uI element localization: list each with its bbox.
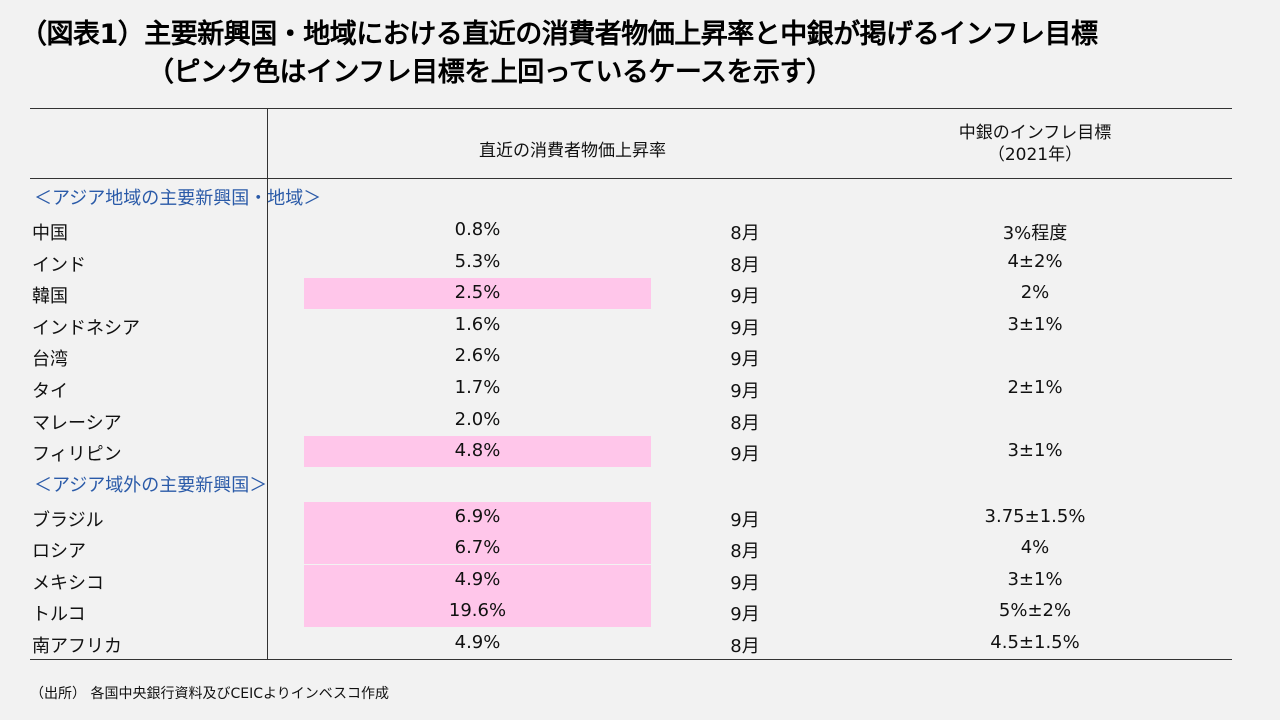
- cpi-month: 9月: [730, 318, 760, 339]
- cpi-value: 19.6%: [448, 600, 507, 621]
- table-row: インド 5.3% 8月 4±2%: [30, 247, 1232, 278]
- cpi-value: 4.8%: [454, 440, 501, 461]
- title-line-1: （図表1）主要新興国・地域における直近の消費者物価上昇率と中銀が掲げるインフレ目…: [20, 19, 1098, 50]
- table-row: 中国 0.8% 8月 3%程度: [30, 215, 1232, 246]
- header-target-line-2: （2021年）: [987, 145, 1083, 165]
- table-row: 台湾 2.6% 9月: [30, 341, 1232, 372]
- inflation-target: 3.75±1.5%: [984, 506, 1086, 527]
- table-row: タイ 1.7% 9月 2±1%: [30, 373, 1232, 404]
- table-row: ブラジル 6.9% 9月 3.75±1.5%: [30, 502, 1232, 533]
- cpi-month: 8月: [730, 541, 760, 562]
- cpi-month: 8月: [730, 255, 760, 276]
- cpi-value: 0.8%: [454, 219, 501, 240]
- country-name: マレーシア: [32, 413, 122, 434]
- table-row: メキシコ 4.9% 9月 3±1%: [30, 565, 1232, 596]
- country-name: 台湾: [32, 349, 68, 370]
- cpi-month: 8月: [730, 413, 760, 434]
- cpi-value: 6.9%: [454, 506, 501, 527]
- table-row: 南アフリカ 4.9% 8月 4.5±1.5%: [30, 628, 1232, 659]
- cpi-value: 1.7%: [454, 377, 501, 398]
- header-target: 中銀のインフレ目標 （2021年）: [885, 122, 1185, 166]
- inflation-target: 4±2%: [1007, 251, 1063, 272]
- inflation-target: 2±1%: [1007, 377, 1063, 398]
- table-bottom-rule: [30, 659, 1232, 660]
- cpi-month: 8月: [730, 223, 760, 244]
- table-top-rule: [30, 108, 1232, 109]
- country-name: メキシコ: [32, 573, 104, 594]
- inflation-target: 4.5±1.5%: [990, 632, 1080, 653]
- table-row: トルコ 19.6% 9月 5%±2%: [30, 596, 1232, 627]
- inflation-target: 3%程度: [1002, 223, 1068, 244]
- exceeds-target-highlight: [304, 436, 651, 467]
- column-divider: [267, 108, 268, 660]
- header-cpi: 直近の消費者物価上昇率: [479, 141, 666, 161]
- cpi-value: 4.9%: [454, 632, 501, 653]
- exceeds-target-highlight: [304, 533, 651, 564]
- section-asia: ＜アジア地域の主要新興国・地域＞: [34, 188, 322, 209]
- cpi-month: 9月: [730, 381, 760, 402]
- cpi-month: 8月: [730, 636, 760, 657]
- table-row: 韓国 2.5% 9月 2%: [30, 278, 1232, 309]
- inflation-target: 2%: [1020, 282, 1050, 303]
- country-name: 中国: [32, 223, 68, 244]
- country-name: フィリピン: [32, 444, 122, 465]
- page-title: （図表1）主要新興国・地域における直近の消費者物価上昇率と中銀が掲げるインフレ目…: [20, 16, 1270, 92]
- cpi-month: 9月: [730, 604, 760, 625]
- table-header-rule: [30, 178, 1232, 179]
- inflation-target: 3±1%: [1007, 440, 1063, 461]
- header-target-line-1: 中銀のインフレ目標: [958, 123, 1112, 143]
- cpi-month: 9月: [730, 349, 760, 370]
- cpi-value: 2.5%: [454, 282, 501, 303]
- country-name: タイ: [32, 381, 68, 402]
- cpi-month: 9月: [730, 573, 760, 594]
- inflation-target: 4%: [1020, 537, 1050, 558]
- cpi-month: 9月: [730, 510, 760, 531]
- inflation-table: 直近の消費者物価上昇率 中銀のインフレ目標 （2021年） ＜アジア地域の主要新…: [30, 108, 1232, 660]
- table-row: ロシア 6.7% 8月 4%: [30, 533, 1232, 564]
- cpi-value: 4.9%: [454, 569, 501, 590]
- cpi-value: 6.7%: [454, 537, 501, 558]
- cpi-value: 5.3%: [454, 251, 501, 272]
- country-name: ブラジル: [32, 510, 104, 531]
- country-name: インドネシア: [32, 318, 140, 339]
- cpi-value: 2.6%: [454, 345, 501, 366]
- table-row: フィリピン 4.8% 9月 3±1%: [30, 436, 1232, 467]
- exceeds-target-highlight: [304, 565, 651, 596]
- table-row: インドネシア 1.6% 9月 3±1%: [30, 310, 1232, 341]
- cpi-month: 9月: [730, 444, 760, 465]
- inflation-target: 5%±2%: [998, 600, 1072, 621]
- table-row: マレーシア 2.0% 8月: [30, 405, 1232, 436]
- inflation-target: 3±1%: [1007, 314, 1063, 335]
- exceeds-target-highlight: [304, 278, 651, 309]
- exceeds-target-highlight: [304, 596, 651, 627]
- cpi-value: 1.6%: [454, 314, 501, 335]
- country-name: トルコ: [32, 604, 86, 625]
- section-non-asia: ＜アジア域外の主要新興国＞: [34, 475, 268, 496]
- country-name: インド: [32, 255, 86, 276]
- title-line-2: （ピンク色はインフレ目標を上回っているケースを示す）: [147, 57, 833, 88]
- country-name: 南アフリカ: [32, 636, 122, 657]
- country-name: 韓国: [32, 286, 68, 307]
- cpi-month: 9月: [730, 286, 760, 307]
- source-note: （出所） 各国中央銀行資料及びCEICよりインベスコ作成: [30, 686, 389, 702]
- cpi-value: 2.0%: [454, 409, 501, 430]
- inflation-target: 3±1%: [1007, 569, 1063, 590]
- exceeds-target-highlight: [304, 502, 651, 533]
- country-name: ロシア: [32, 541, 86, 562]
